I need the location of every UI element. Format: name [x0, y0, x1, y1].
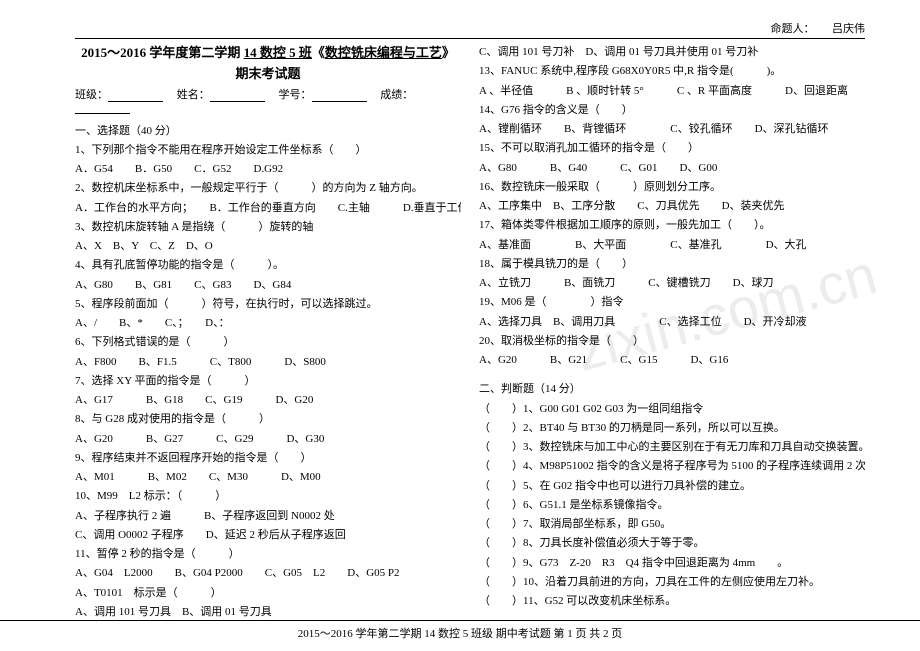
q8: 8、与 G28 成对使用的指令是（ ） [75, 410, 461, 429]
section1-head: 一、选择题（40 分） [75, 122, 461, 141]
j10: （ ）10、沿着刀具前进的方向，刀具在工件的左侧应使用左刀补。 [479, 573, 865, 592]
q19: 19、M06 是（ ）指令 [479, 293, 865, 312]
j11: （ ）11、G52 可以改变机床坐标系。 [479, 592, 865, 611]
q7: 7、选择 XY 平面的指令是（ ） [75, 372, 461, 391]
q17: 17、箱体类零件根据加工顺序的原则，一般先加工（ ）。 [479, 216, 865, 235]
q5-options: A、/ B、* C、； D、： [75, 314, 461, 333]
left-column: 2015～2016 学年度第二学期 14 数控 5 班《数控铣床编程与工艺》 期… [75, 43, 461, 622]
id-label: 学号： [279, 89, 312, 101]
q1-options: A．G54 B．G50 C．G52 D.G92 [75, 160, 461, 179]
id-blank[interactable] [312, 101, 367, 102]
section2-head: 二、判断题（14 分） [479, 380, 865, 399]
q11-options: A、G04 L2000 B、G04 P2000 C、G05 L2 D、G05 P… [75, 564, 461, 583]
q16-options: A、工序集中 B、工序分散 C、刀具优先 D、装夹优先 [479, 197, 865, 216]
q17-options: A、基准面 B、大平面 C、基准孔 D、大孔 [479, 236, 865, 255]
q5: 5、程序段前面加（ ）符号，在执行时，可以选择跳过。 [75, 295, 461, 314]
q15-options: A、G80 B、G40 C、G01 D、G00 [479, 159, 865, 178]
title-class: 14 数控 5 班 [244, 45, 312, 60]
author-line: 命题人： 吕庆伟 [75, 20, 865, 39]
class-blank[interactable] [108, 101, 163, 102]
author-name: 吕庆伟 [832, 23, 865, 35]
j8: （ ）8、刀具长度补偿值必须大于等于零。 [479, 534, 865, 553]
q12-options: A、调用 101 号刀具 B、调用 01 号刀具 [75, 603, 461, 622]
q13-options: A 、半径值 B 、顺时针转 5° C 、R 平面高度 D、回退距离 [479, 82, 865, 101]
title-suffix: 》 [442, 45, 455, 60]
q4: 4、具有孔底暂停功能的指令是（ ）。 [75, 256, 461, 275]
q8-options: A、G20 B、G27 C、G29 D、G30 [75, 430, 461, 449]
q2-options: A．工作台的水平方向； B．工作台的垂直方向 C.主轴 D.垂直于工作台 [75, 199, 461, 218]
j6: （ ）6、G51.1 是坐标系镜像指令。 [479, 496, 865, 515]
q13: 13、FANUC 系统中,程序段 G68X0Y0R5 中,R 指令是( )。 [479, 62, 865, 81]
q10-options-a: A、子程序执行 2 遍 B、子程序返回到 N0002 处 [75, 507, 461, 526]
q14: 14、G76 指令的含义是（ ） [479, 101, 865, 120]
q3: 3、数控机床旋转轴 A 是指绕（ ）旋转的轴 [75, 218, 461, 237]
class-label: 班级： [75, 89, 108, 101]
j3: （ ）3、数控铣床与加工中心的主要区别在于有无刀库和刀具自动交换装置。 [479, 438, 865, 457]
author-label: 命题人： [771, 23, 815, 35]
page-content: 命题人： 吕庆伟 2015～2016 学年度第二学期 14 数控 5 班《数控铣… [0, 0, 920, 622]
q2: 2、数控机床坐标系中，一般规定平行于（ ）的方向为 Z 轴方向。 [75, 179, 461, 198]
q20-options: A、G20 B、G21 C、G15 D、G16 [479, 351, 865, 370]
q15: 15、不可以取消孔加工循环的指令是（ ） [479, 139, 865, 158]
student-info: 班级： 姓名： 学号： 成绩： [75, 86, 461, 114]
q9: 9、程序结束并不返回程序开始的指令是（ ） [75, 449, 461, 468]
q9-options: A、M01 B、M02 C、M30 D、M00 [75, 468, 461, 487]
exam-title: 2015～2016 学年度第二学期 14 数控 5 班《数控铣床编程与工艺》 [75, 43, 461, 63]
right-column: C、调用 101 号刀补 D、调用 01 号刀具并使用 01 号刀补 13、FA… [479, 43, 865, 622]
title-prefix: 2015～2016 学年度第二学期 [81, 45, 244, 60]
score-blank[interactable] [75, 113, 130, 114]
q10: 10、M99 L2 标示：（ ） [75, 487, 461, 506]
two-columns: 2015～2016 学年度第二学期 14 数控 5 班《数控铣床编程与工艺》 期… [75, 43, 865, 622]
q12: A、T0101 标示是（ ） [75, 584, 461, 603]
q11: 11、暂停 2 秒的指令是（ ） [75, 545, 461, 564]
name-label: 姓名： [177, 89, 210, 101]
q7-options: A、G17 B、G18 C、G19 D、G20 [75, 391, 461, 410]
q10-options-b: C、调用 O0002 子程序 D、延迟 2 秒后从子程序返回 [75, 526, 461, 545]
j9: （ ）9、G73 Z-20 R3 Q4 指令中回退距离为 4mm 。 [479, 554, 865, 573]
q6: 6、下列格式错误的是（ ） [75, 333, 461, 352]
title-course: 数控铣床编程与工艺 [325, 45, 442, 60]
q18: 18、属于模具铣刀的是（ ） [479, 255, 865, 274]
j5: （ ）5、在 G02 指令中也可以进行刀具补偿的建立。 [479, 477, 865, 496]
j7: （ ）7、取消局部坐标系，即 G50。 [479, 515, 865, 534]
q3-options: A、X B、Y C、Z D、O [75, 237, 461, 256]
j2: （ ）2、BT40 与 BT30 的刀柄是同一系列，所以可以互换。 [479, 419, 865, 438]
q20: 20、取消极坐标的指令是（ ） [479, 332, 865, 351]
q18-options: A、立铣刀 B、面铣刀 C、键槽铣刀 D、球刀 [479, 274, 865, 293]
q1: 1、下列那个指令不能用在程序开始设定工件坐标系（ ） [75, 141, 461, 160]
score-label: 成绩： [380, 89, 413, 101]
page-footer: 2015～2016 学年第二学期 14 数控 5 班级 期中考试题 第 1 页 … [0, 620, 920, 641]
q6-options: A、F800 B、F1.5 C、T800 D、S800 [75, 353, 461, 372]
q12-options-c: C、调用 101 号刀补 D、调用 01 号刀具并使用 01 号刀补 [479, 43, 865, 62]
q19-options: A、选择刀具 B、调用刀具 C、选择工位 D、开冷却液 [479, 313, 865, 332]
name-blank[interactable] [210, 101, 265, 102]
exam-subtitle: 期末考试题 [75, 63, 461, 82]
q16: 16、数控铣床一般采取（ ）原则划分工序。 [479, 178, 865, 197]
j1: （ ）1、G00 G01 G02 G03 为一组同组指令 [479, 400, 865, 419]
q14-options: A、镗削循环 B、背镗循环 C、铰孔循环 D、深孔钻循环 [479, 120, 865, 139]
j4: （ ）4、M98P51002 指令的含义是将子程序号为 5100 的子程序连续调… [479, 457, 865, 476]
title-mid: 《 [312, 45, 325, 60]
q4-options: A、G80 B、G81 C、G83 D、G84 [75, 276, 461, 295]
